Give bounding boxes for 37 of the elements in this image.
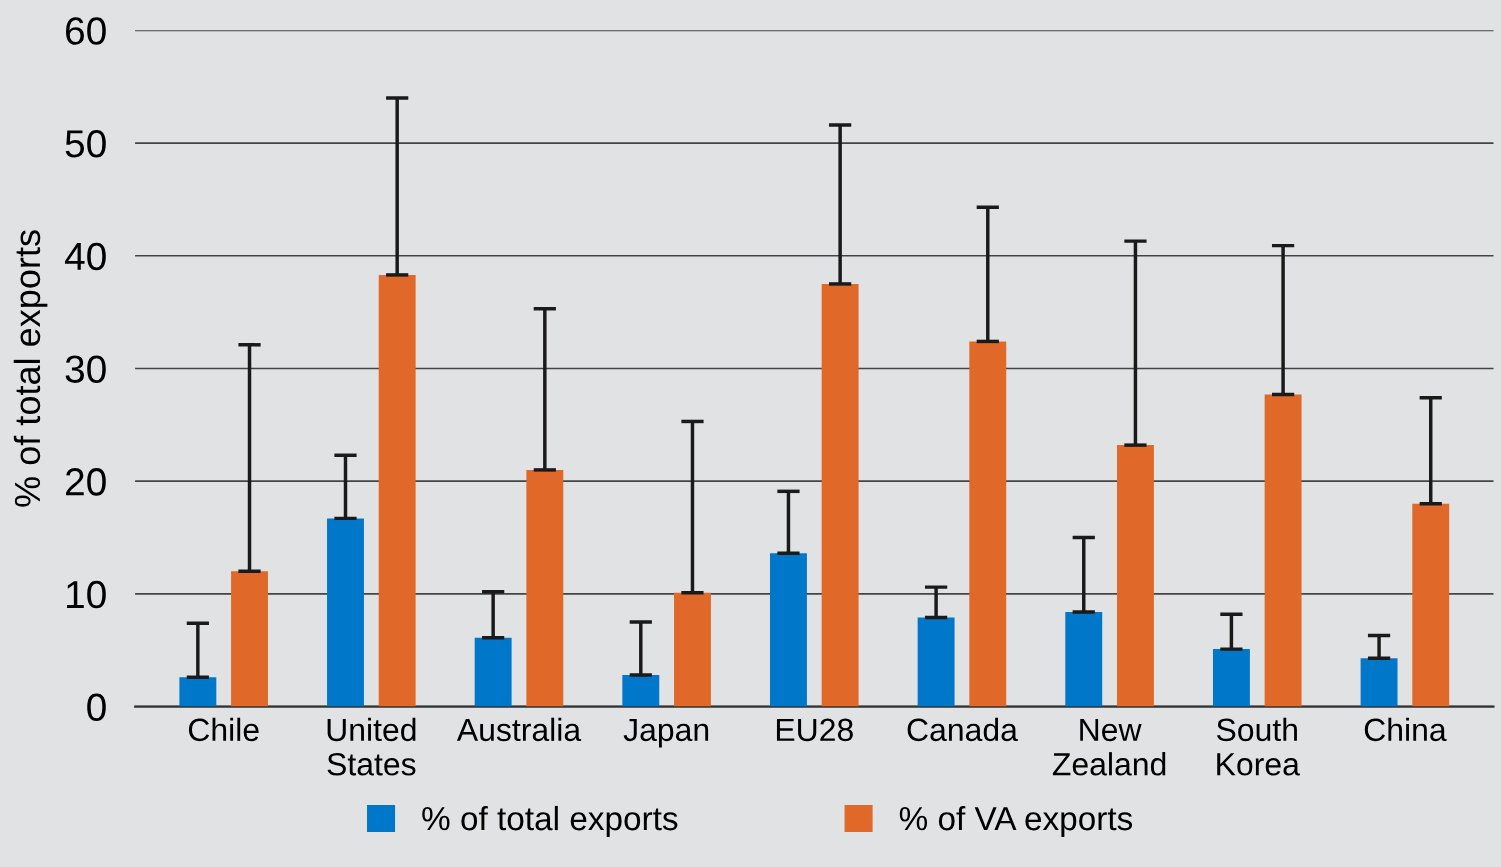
bar — [1412, 503, 1450, 707]
bar — [1212, 649, 1250, 707]
bar — [231, 571, 268, 707]
x-tick-label: China — [1364, 717, 1447, 742]
y-tick-label: 50 — [65, 129, 106, 158]
x-tick-label: United States — [327, 717, 416, 776]
y-axis-title: % of total exports — [13, 230, 48, 507]
bar — [327, 518, 364, 707]
bar — [1065, 611, 1103, 707]
bar — [526, 469, 564, 707]
bar — [821, 283, 859, 707]
bar — [622, 675, 660, 707]
bar — [179, 677, 217, 707]
legend-label: % of total exports — [422, 805, 678, 837]
y-tick-label: 10 — [67, 580, 106, 609]
bar — [770, 553, 807, 707]
x-tick-label: EU28 — [776, 718, 853, 742]
y-tick-label: 0 — [87, 693, 106, 722]
bar — [917, 617, 955, 707]
x-tick-label: Australia — [456, 717, 582, 742]
y-tick-label: 60 — [66, 17, 106, 45]
x-tick-label: Canada — [907, 717, 1018, 742]
bar — [1116, 445, 1154, 707]
bar — [1360, 658, 1398, 707]
bar — [969, 341, 1007, 707]
legend-label: % of VA exports — [899, 805, 1133, 837]
y-tick-label: 40 — [64, 242, 106, 271]
x-tick-label: South Korea — [1216, 717, 1300, 776]
x-tick-label: Japan — [623, 718, 709, 748]
y-tick-label: 20 — [66, 468, 106, 496]
bar — [674, 592, 711, 707]
y-tick-label: 30 — [65, 355, 106, 383]
bar — [474, 637, 512, 707]
bar — [1264, 394, 1302, 707]
x-tick-label: New Zealand — [1052, 718, 1166, 776]
bar — [378, 274, 416, 707]
x-tick-label: Chile — [188, 717, 259, 742]
